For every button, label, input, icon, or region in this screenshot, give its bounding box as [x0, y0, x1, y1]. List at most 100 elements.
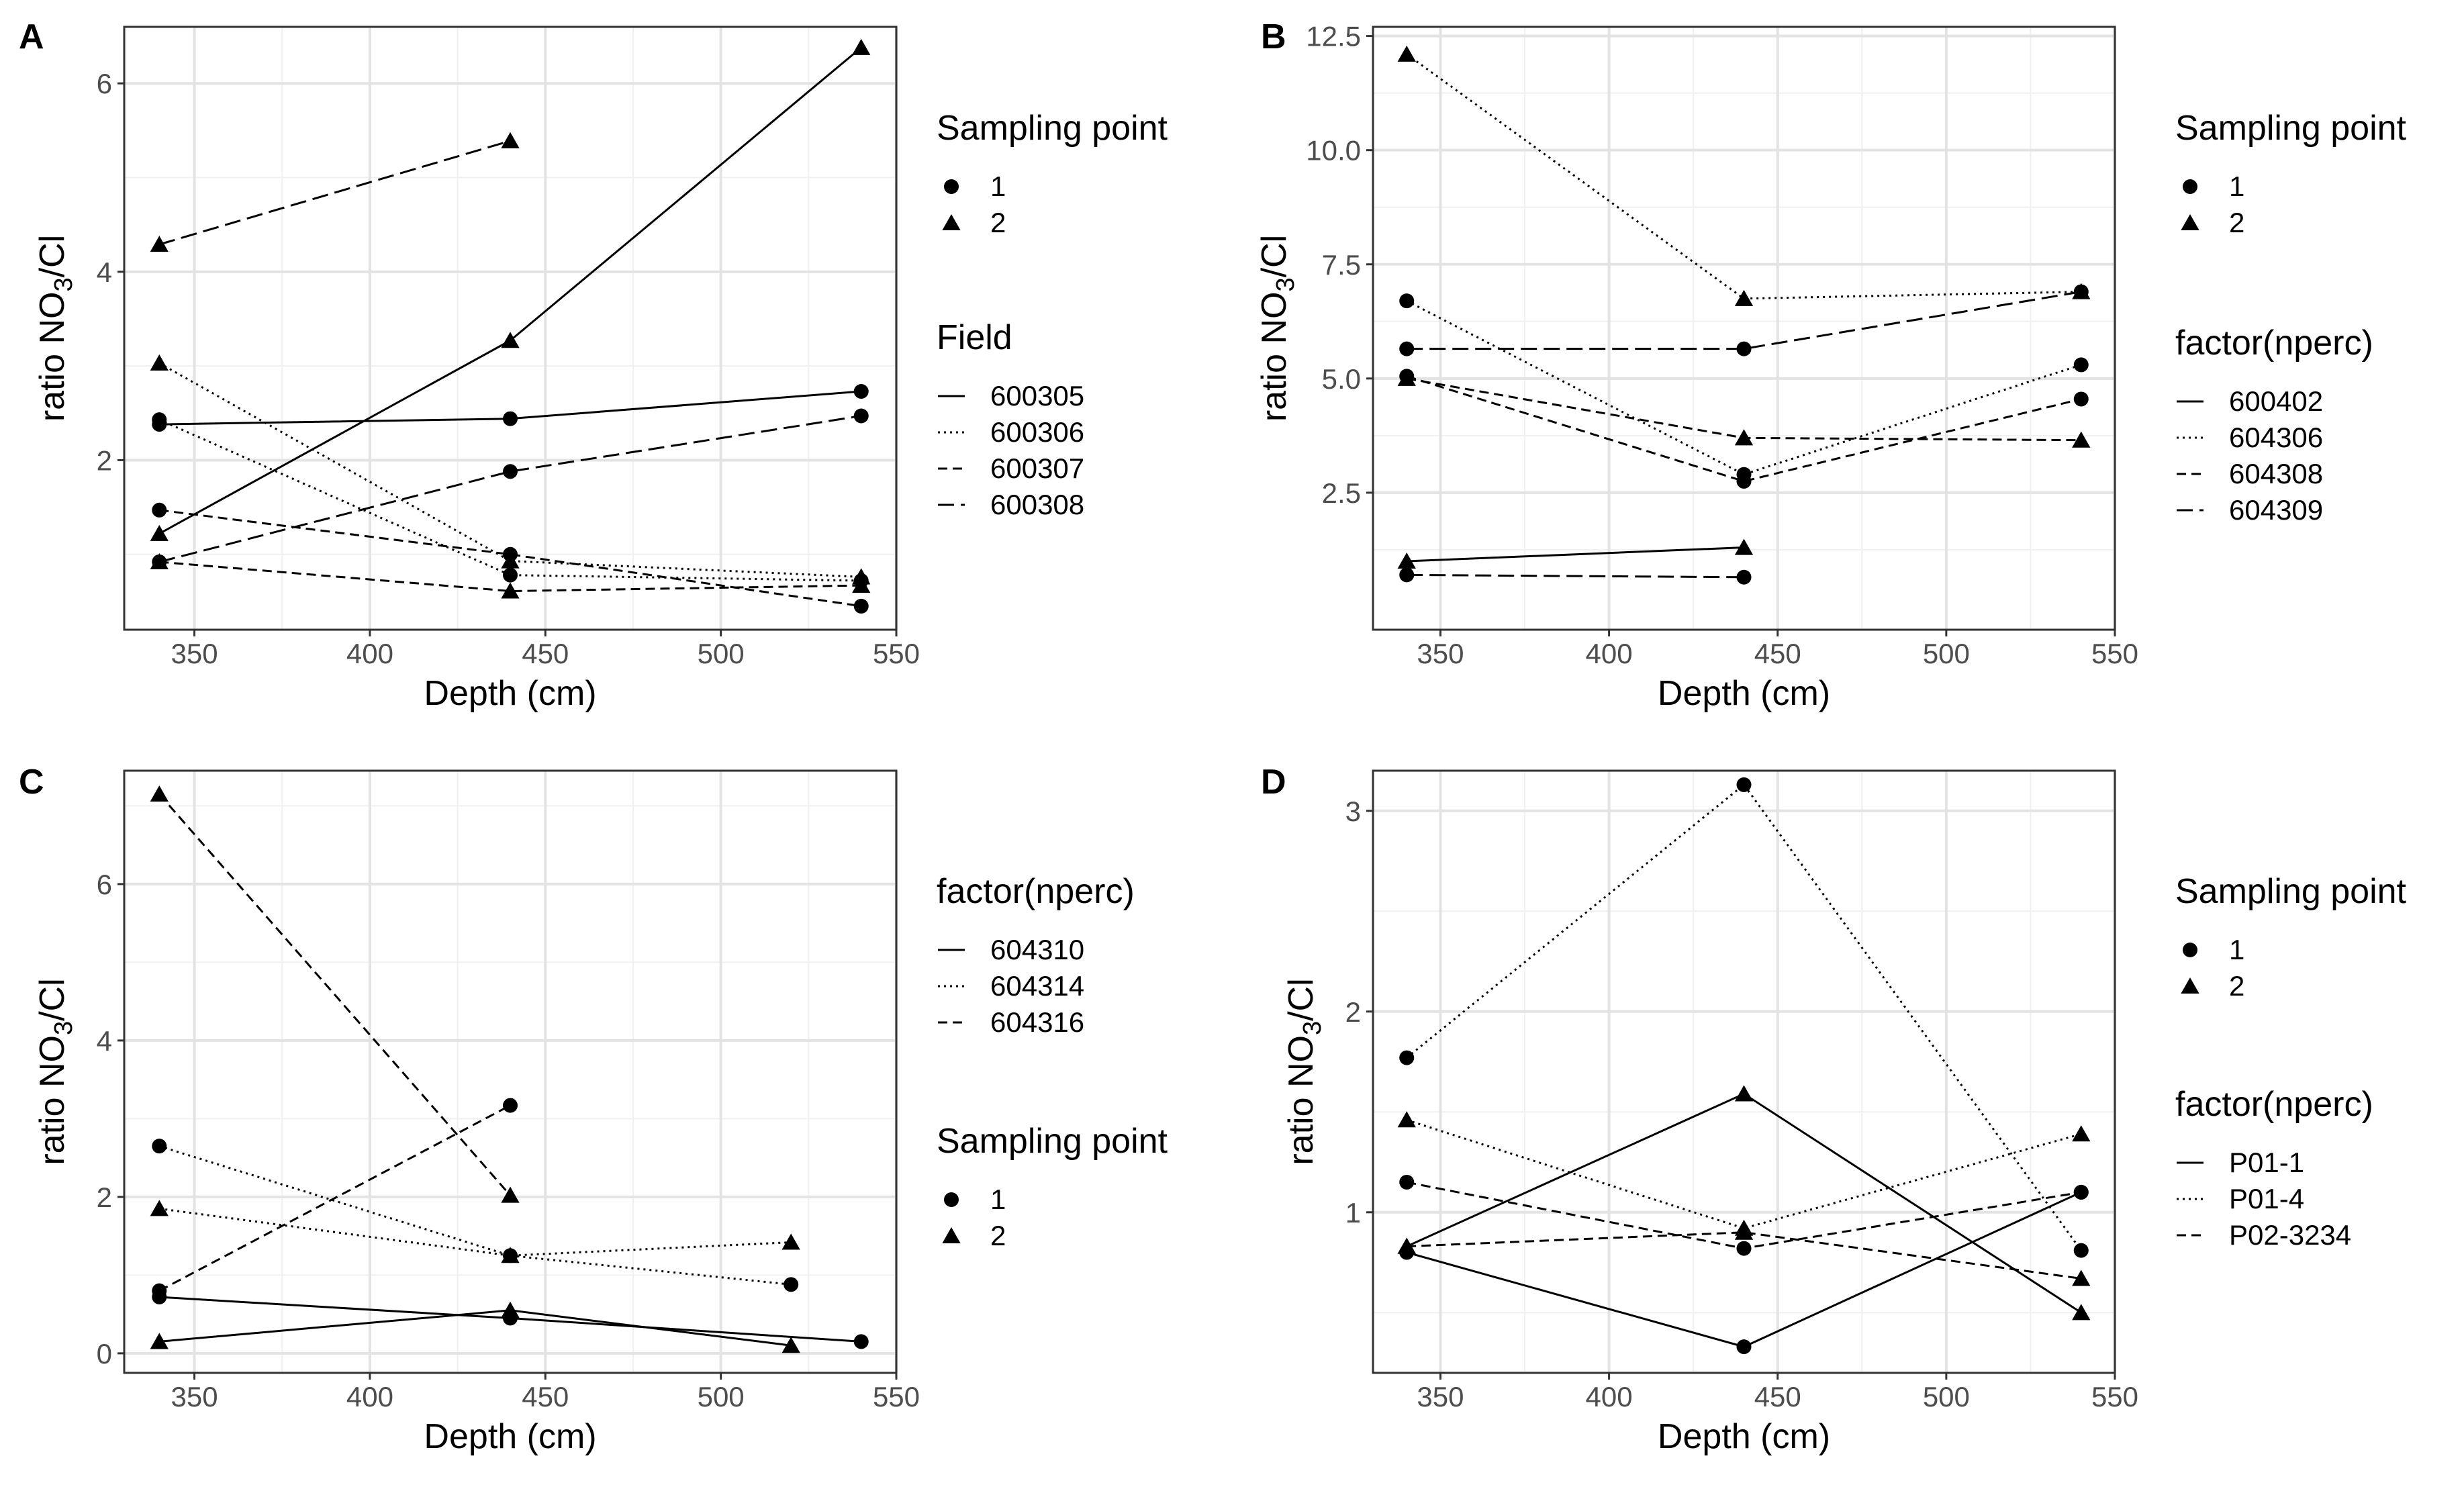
legend-title: factor(nperc)	[937, 872, 1135, 911]
y-tick-label: 4	[97, 1025, 112, 1057]
data-point-triangle	[1734, 538, 1754, 555]
data-point-circle	[1736, 341, 1752, 356]
data-point-circle	[1399, 293, 1415, 309]
series-line-604308	[1406, 375, 2082, 483]
legend-title: Sampling point	[2175, 109, 2407, 148]
data-point-circle	[853, 408, 869, 424]
data-point-triangle	[501, 332, 520, 348]
data-point-circle	[1736, 777, 1752, 792]
data-point-triangle	[501, 1186, 520, 1203]
data-point-circle	[1399, 1050, 1415, 1065]
axes: 350 400 450 500 550 2.5 5.0 7.5 10.0 12.5 Depth (c…	[1255, 21, 2138, 713]
y-tick-label: 10.0	[1306, 135, 1361, 166]
legend-item-label: 600307	[990, 452, 1084, 484]
data-point-triangle	[2072, 1269, 2091, 1286]
data-point-triangle	[1397, 369, 1416, 386]
data-point-triangle	[150, 785, 169, 802]
legend-item-label: P02-3234	[2229, 1219, 2351, 1251]
y-axis-title: ratio NO3/Cl	[1255, 235, 1300, 422]
data-point-circle	[1399, 341, 1415, 356]
series-line-604316	[158, 793, 512, 1196]
y-tick-label: 12.5	[1306, 21, 1361, 52]
legend-key-circle	[944, 1192, 959, 1207]
data-point-circle	[2073, 284, 2089, 299]
x-tick-label: 350	[171, 638, 218, 669]
legend-sampling-point: Sampling point 1 2	[2175, 872, 2407, 1002]
legend-item-label: 1	[2229, 934, 2244, 965]
x-tick-label: 350	[1417, 638, 1464, 669]
plot-border	[123, 769, 898, 1374]
series-line-600402	[1407, 546, 1744, 563]
data-point-triangle	[781, 1233, 800, 1250]
legend-sampling-point: Sampling point 1 2	[937, 1122, 1168, 1251]
axes: 350 400 450 500 550 2 4 6 Depth (cm) ratio NO3/Cl	[33, 68, 920, 713]
x-tick-label: 450	[1754, 1381, 1801, 1412]
data-point-circle	[152, 1139, 167, 1154]
x-tick-label: 400	[346, 638, 393, 669]
legend-item-label: P01-1	[2229, 1147, 2304, 1178]
x-axis-title: Depth (cm)	[1658, 1417, 1830, 1456]
x-tick-label: 500	[698, 1381, 745, 1412]
legend-title: Field	[937, 318, 1012, 357]
legend-linetype: factor(nperc) 604310 604314 604316	[937, 872, 1135, 1038]
x-tick-label: 350	[1417, 1381, 1464, 1412]
data-point-triangle	[1734, 1085, 1754, 1102]
data-layer	[150, 38, 871, 614]
legend-linetype: Field 600305 600306 600307 600308	[937, 318, 1084, 520]
legend-item-label: 1	[2229, 171, 2244, 202]
data-point-triangle	[150, 354, 169, 371]
legend-item-label: 604309	[2229, 494, 2323, 526]
data-point-triangle	[150, 236, 169, 252]
legend-title: factor(nperc)	[2175, 1085, 2373, 1124]
data-point-triangle	[1734, 289, 1754, 306]
x-tick-label: 550	[873, 638, 920, 669]
legend-item-label: 600402	[2229, 385, 2323, 417]
legend-item-label: 1	[990, 1184, 1006, 1215]
data-point-circle	[2073, 1243, 2089, 1258]
plot-background	[124, 771, 896, 1373]
x-axis-title: Depth (cm)	[424, 1417, 596, 1456]
plot-background	[124, 27, 896, 630]
legend-item-label: 1	[990, 171, 1006, 202]
y-axis-title: ratio NO3/Cl	[1282, 978, 1327, 1165]
data-point-triangle	[150, 1333, 169, 1349]
data-point-triangle	[1397, 45, 1416, 62]
x-tick-label: 500	[1923, 638, 1970, 669]
data-point-triangle	[1734, 1223, 1754, 1240]
data-layer	[150, 785, 869, 1353]
data-point-triangle	[2072, 1304, 2091, 1321]
x-tick-label: 550	[2091, 638, 2138, 669]
data-point-triangle	[501, 1301, 520, 1318]
series-line-P01-4	[1406, 783, 2083, 1251]
series-line-600306	[158, 418, 861, 582]
data-point-circle	[1736, 569, 1752, 585]
data-point-triangle	[1397, 1111, 1416, 1128]
series-line-600308	[158, 140, 511, 246]
x-axis-title: Depth (cm)	[424, 674, 596, 713]
data-point-circle	[2073, 1184, 2089, 1200]
legend-key-triangle	[2181, 214, 2199, 231]
x-tick-label: 400	[1586, 1381, 1633, 1412]
legend-key-triangle	[2181, 977, 2199, 994]
data-point-circle	[784, 1277, 799, 1292]
data-point-circle	[152, 554, 167, 569]
data-point-triangle	[501, 132, 520, 148]
data-point-triangle	[1397, 552, 1416, 569]
legend-item-label: 604306	[2229, 422, 2323, 453]
panel-label: D	[1261, 763, 1286, 802]
legend-linetype: factor(nperc) 600402 604306 604308 604309	[2175, 324, 2373, 526]
data-point-circle	[2073, 357, 2089, 373]
data-point-circle	[503, 1098, 518, 1113]
data-point-triangle	[2072, 1125, 2091, 1142]
panel-a: A 350 400 450 500 550 2 4 6 Depth (cm) ratio NO3/…	[19, 17, 1168, 713]
y-tick-label: 5.0	[1322, 363, 1361, 395]
data-point-triangle	[1734, 429, 1754, 446]
data-point-triangle	[2072, 431, 2091, 448]
plot-border	[123, 26, 898, 631]
legend-item-label: 604310	[990, 934, 1084, 965]
series-line-600306	[158, 362, 861, 578]
data-point-circle	[503, 567, 518, 583]
data-point-circle	[503, 546, 518, 562]
grid	[1373, 771, 2116, 1373]
x-tick-label: 500	[1923, 1381, 1970, 1412]
